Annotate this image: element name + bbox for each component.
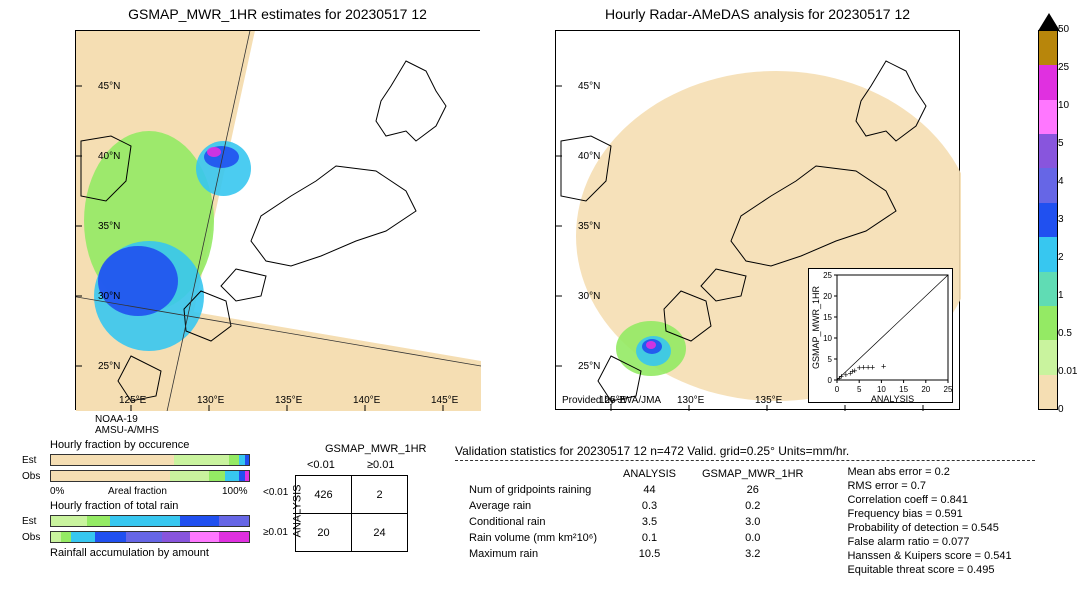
svg-text:135°E: 135°E [275,395,303,406]
svg-text:+: + [881,362,886,372]
occurrence-title: Hourly fraction by occurence [50,439,189,451]
colorbar [1038,30,1058,410]
stats-header: Validation statistics for 20230517 12 n=… [455,444,1035,458]
left-map-panel: 45°N 40°N 35°N 30°N 25°N 125°E 130°E 135°E 140°E… [75,30,480,410]
occurrence-est-row: Est [22,454,250,466]
svg-text:GSMAP_MWR_1HR: GSMAP_MWR_1HR [811,285,821,369]
svg-text:15: 15 [899,385,908,394]
svg-text:15: 15 [823,313,832,322]
svg-text:0: 0 [828,376,833,385]
right-map-panel: 45°N40°N35°N30°N25°N125°E130°E135°E140°E… [555,30,960,410]
right-map-title: Hourly Radar-AMeDAS analysis for 2023051… [555,6,960,22]
totalrain-est-row: Est [22,515,250,527]
colorbar-top-triangle [1038,13,1060,31]
svg-text:125°E: 125°E [119,395,147,406]
est-label: Est [22,455,50,466]
svg-text:35°N: 35°N [98,221,120,232]
svg-text:30°N: 30°N [578,291,600,302]
left-map-title: GSMAP_MWR_1HR estimates for 20230517 12 [75,6,480,22]
svg-text:30°N: 30°N [98,291,120,302]
svg-text:35°N: 35°N [578,221,600,232]
rain-acc-label: Rainfall accumulation by amount [50,547,209,559]
svg-text:25°N: 25°N [98,361,120,372]
totalrain-obs-row: Obs [22,531,250,543]
obs-label: Obs [22,471,50,482]
cont-cell-10: 20 [296,514,352,552]
svg-text:140°E: 140°E [353,395,381,406]
svg-text:0: 0 [835,385,840,394]
cont-cell-00: 426 [296,476,352,514]
occ-axis-right: 100% [222,486,248,497]
svg-text:40°N: 40°N [578,151,600,162]
svg-text:5: 5 [828,355,833,364]
scatter-inset: 00551010151520202525+++++++++++ANALYSISG… [808,268,953,403]
dash-line [455,460,1035,461]
svg-text:130°E: 130°E [677,395,705,406]
svg-text:5: 5 [857,385,862,394]
stats-left-table: ANALYSISGSMAP_MWR_1HR Num of gridpoints … [455,465,817,577]
cont-col0: <0.01 [307,459,335,471]
totalrain-title: Hourly fraction of total rain [50,500,178,512]
stats-block: Validation statistics for 20230517 12 n=… [455,444,1035,577]
cont-col1: ≥0.01 [367,459,394,471]
svg-text:145°E: 145°E [431,395,459,406]
svg-text:10: 10 [877,385,886,394]
occ-axis-left: 0% [50,486,64,497]
cont-cell-11: 24 [352,514,408,552]
cont-row0: <0.01 [263,487,288,498]
source-label: Provided by JWA/JMA [562,395,661,406]
svg-text:+: + [870,362,875,372]
stats-right-list: Mean abs error = 0.2RMS error = 0.7Corre… [847,465,1011,577]
left-map-svg: 45°N 40°N 35°N 30°N 25°N 125°E 130°E 135°E 140°E… [76,31,481,411]
svg-text:25°N: 25°N [578,361,600,372]
colorbar-ticks: 502510543210.50.010 [1004,30,1034,410]
stats-colh-0: ANALYSIS [611,467,688,481]
stats-colh-1: GSMAP_MWR_1HR [690,467,815,481]
svg-text:10: 10 [823,334,832,343]
cont-row1: ≥0.01 [263,527,288,538]
contingency-table: GSMAP_MWR_1HR <0.01 ≥0.01 ANALYSIS <0.01… [295,445,408,552]
left-overlay-label: NOAA-19 AMSU-A/MHS [95,414,159,436]
svg-text:130°E: 130°E [197,395,225,406]
cont-row-title: ANALYSIS [292,485,304,538]
svg-text:45°N: 45°N [98,81,120,92]
cont-cell-01: 2 [352,476,408,514]
svg-text:40°N: 40°N [98,151,120,162]
svg-text:25: 25 [944,385,953,394]
svg-text:135°E: 135°E [755,395,783,406]
cont-title: GSMAP_MWR_1HR [325,443,426,455]
svg-text:20: 20 [921,385,930,394]
svg-text:ANALYSIS: ANALYSIS [871,394,914,404]
occurrence-obs-row: Obs [22,470,250,482]
occ-axis-label: Areal fraction [108,486,167,497]
svg-text:45°N: 45°N [578,81,600,92]
svg-text:25: 25 [823,271,832,280]
svg-text:20: 20 [823,292,832,301]
